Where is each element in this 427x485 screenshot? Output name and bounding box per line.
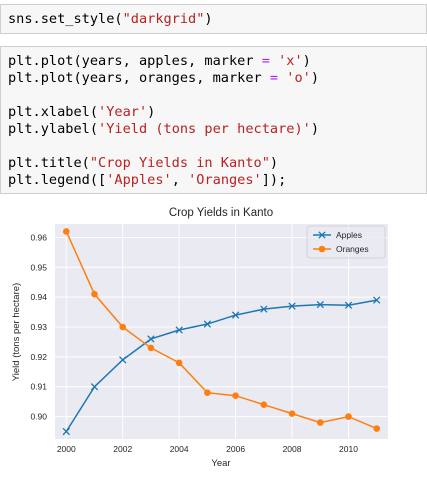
- code-line: plt.plot(years, apples, marker = 'x'): [8, 53, 426, 70]
- code-cell-set-style[interactable]: sns.set_style("darkgrid"): [0, 4, 427, 34]
- data-point-oranges: [316, 419, 324, 426]
- code-token: plt.ylabel(: [8, 121, 99, 137]
- code-line: [8, 87, 426, 104]
- legend-box: [306, 225, 386, 259]
- code-cell-plot[interactable]: plt.plot(years, apples, marker = 'x') plt…: [0, 46, 427, 194]
- code-token: ,: [171, 172, 189, 188]
- code-token: ]);: [261, 172, 287, 188]
- code-string-token: 'Oranges': [188, 172, 262, 188]
- code-token: ): [302, 53, 311, 69]
- code-line: plt.plot(years, oranges, marker = 'o'): [8, 70, 426, 87]
- code-operator-token: =: [269, 70, 279, 86]
- code-token: plt.title(: [8, 155, 90, 171]
- grid-lines: [55, 224, 388, 439]
- data-point-oranges: [204, 389, 211, 397]
- axis-ticks: 2000 2002 2004 2006 2008 2010 0.90 0.91 0.92 0.93…: [30, 232, 358, 454]
- code-token: plt.xlabel(: [8, 104, 99, 120]
- y-tick-label: 0.92: [30, 352, 47, 362]
- y-tick-label: 0.94: [30, 292, 47, 302]
- code-token: plt.legend([: [8, 172, 107, 188]
- legend-marker-oranges: [318, 245, 326, 253]
- data-point-apples: [119, 356, 127, 364]
- code-string-token: 'x': [278, 53, 303, 69]
- series-apples: [62, 296, 381, 436]
- data-point-oranges: [91, 290, 98, 298]
- y-tick-label: 0.95: [30, 262, 47, 272]
- series-oranges: [62, 228, 381, 432]
- data-point-apples: [288, 302, 296, 310]
- data-point-apples: [175, 326, 183, 334]
- y-axis-label: Yield (tons per hectare): [11, 283, 22, 381]
- data-point-oranges: [345, 413, 352, 420]
- plot-area: [55, 224, 388, 439]
- code-string-token: 'Apples': [106, 172, 172, 188]
- data-point-apples: [316, 300, 324, 309]
- code-token: ): [147, 104, 156, 120]
- code-token: ): [204, 11, 213, 27]
- data-point-oranges: [288, 410, 296, 417]
- code-token: [270, 53, 278, 69]
- data-point-apples: [203, 320, 212, 328]
- code-line: plt.legend(['Apples', 'Oranges']);: [8, 172, 426, 189]
- data-point-oranges: [62, 228, 70, 235]
- data-point-oranges: [119, 323, 127, 331]
- x-tick-label: 2002: [113, 444, 132, 454]
- x-tick-label: 2008: [283, 444, 302, 454]
- legend: Apples Oranges: [306, 225, 386, 259]
- code-editor[interactable]: sns.set_style("darkgrid"): [1, 5, 426, 28]
- data-point-oranges: [260, 401, 268, 408]
- code-string-token: 'Year': [98, 104, 148, 120]
- code-line: [8, 138, 426, 155]
- data-point-apples: [62, 427, 70, 436]
- legend-item-apples: Apples: [313, 230, 362, 240]
- x-tick-label: 2010: [339, 444, 358, 454]
- legend-label: Apples: [336, 230, 362, 240]
- data-point-apples: [373, 296, 381, 304]
- chart-output: Crop Yields in Kanto 2000 2002 2004 2006 200…: [11, 207, 388, 469]
- data-point-oranges: [373, 425, 381, 432]
- code-token: ): [269, 155, 279, 171]
- x-tick-label: 2004: [170, 444, 189, 454]
- data-point-oranges: [175, 359, 183, 367]
- code-token: plt.plot(years, apples, marker: [8, 53, 262, 69]
- y-tick-label: 0.96: [30, 232, 47, 242]
- legend-item-oranges: Oranges: [313, 244, 369, 254]
- series-line-oranges: [65, 231, 378, 430]
- code-token: sns.set_style(: [8, 11, 123, 27]
- data-point-apples: [344, 301, 353, 309]
- code-token: plt.plot(years, oranges, marker: [8, 70, 270, 86]
- legend-marker-apples: [318, 231, 326, 239]
- code-string-token: 'o': [286, 70, 311, 86]
- code-string-token: "darkgrid": [122, 11, 205, 27]
- code-line: plt.title("Crop Yields in Kanto"): [8, 155, 426, 172]
- data-point-apples: [90, 383, 99, 391]
- legend-label: Oranges: [336, 244, 369, 254]
- y-tick-label: 0.91: [30, 382, 47, 392]
- code-line: plt.ylabel('Yield (tons per hectare)'): [8, 121, 426, 138]
- code-line: plt.xlabel('Year'): [8, 104, 426, 121]
- code-token: ): [310, 121, 320, 137]
- code-operator-token: =: [261, 53, 270, 69]
- chart-title: Crop Yields in Kanto: [169, 207, 273, 219]
- data-point-oranges: [147, 344, 155, 352]
- data-point-oranges: [232, 392, 239, 400]
- code-token: ): [310, 70, 320, 86]
- code-string-token: 'Yield (tons per hectare)': [98, 121, 311, 137]
- code-editor[interactable]: plt.plot(years, apples, marker = 'x') plt…: [1, 47, 426, 189]
- data-point-apples: [147, 335, 155, 343]
- data-point-apples: [260, 305, 268, 313]
- x-axis-label: Year: [211, 458, 230, 469]
- y-tick-label: 0.90: [30, 412, 47, 422]
- x-tick-label: 2000: [57, 444, 76, 454]
- code-line: sns.set_style("darkgrid"): [8, 11, 426, 28]
- code-string-token: "Crop Yields in Kanto": [89, 155, 270, 171]
- data-point-apples: [231, 311, 240, 319]
- series-layer: [62, 228, 381, 436]
- x-tick-label: 2006: [226, 444, 245, 454]
- series-line-apples: [65, 299, 377, 432]
- y-tick-label: 0.93: [30, 322, 47, 332]
